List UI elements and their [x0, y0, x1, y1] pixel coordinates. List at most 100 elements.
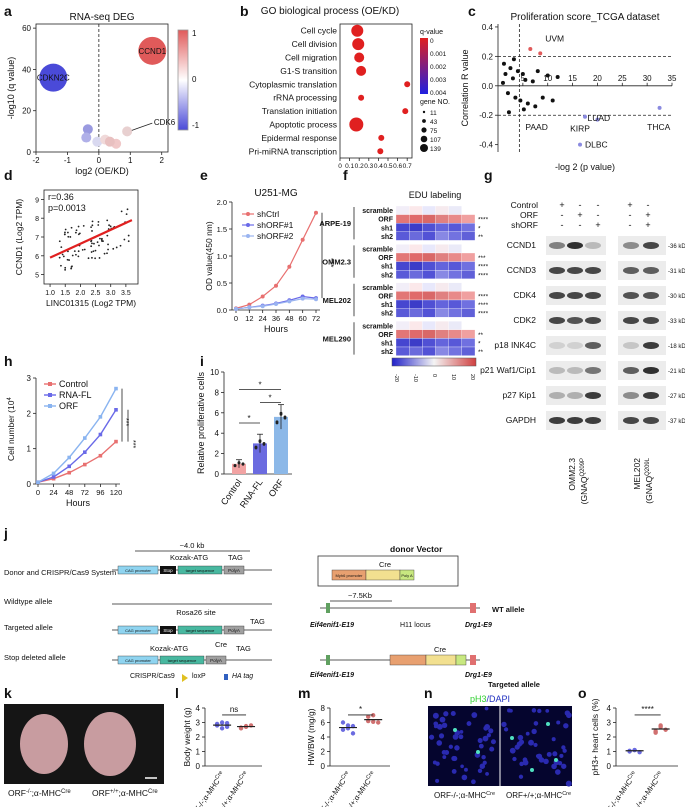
replicate-point — [653, 729, 658, 734]
heatmap-row-label: scramble — [362, 247, 393, 254]
y-tick: 2 — [321, 748, 326, 757]
blot-strip — [618, 336, 666, 355]
target-sequence — [177, 565, 223, 575]
y-tick: 4 — [321, 733, 326, 742]
data-point — [506, 110, 511, 115]
x-tick: 0.3 — [364, 163, 373, 170]
panel-letter-o: o — [578, 685, 587, 701]
data-point — [97, 220, 100, 223]
nucleus — [482, 760, 487, 765]
data-point — [82, 224, 85, 227]
go-term-point — [354, 52, 365, 63]
molecular-weight: -18 kDa — [668, 344, 685, 350]
data-point — [91, 224, 94, 227]
data-point — [518, 98, 523, 103]
heatmap-cell — [448, 282, 462, 292]
go-term-label: Epidermal response — [261, 133, 337, 143]
x-tick: 0 — [234, 314, 238, 323]
data-point — [545, 73, 550, 78]
colorbar-tick: 1 — [192, 29, 197, 38]
genotype-label-2: ORF+/+;α-MHCCre — [92, 788, 158, 798]
blot-band — [643, 342, 659, 349]
kb-label: ~7.5Kb — [348, 591, 372, 600]
y-tick: 6 — [35, 254, 39, 261]
nucleus — [490, 739, 496, 745]
nucleus — [563, 723, 569, 729]
x-tick: 25 — [618, 74, 627, 83]
ph3-positive-cell — [546, 722, 550, 726]
heatmap-cell — [395, 291, 410, 301]
go-term-label: rRNA processing — [273, 93, 337, 103]
y-tick: 4 — [196, 704, 201, 713]
x-tick: 12 — [245, 314, 253, 323]
heart-image-2 — [84, 712, 136, 776]
donor-vector-box — [317, 555, 459, 587]
heatmap-cell — [448, 244, 462, 254]
block-label: Poly A — [401, 573, 413, 578]
blot-band — [567, 342, 583, 349]
mutation-label: (GNAQQ209L — [644, 457, 654, 503]
tag-label: TAG — [236, 644, 251, 653]
row-label: Wildtype allele — [4, 597, 52, 606]
data-point — [122, 126, 133, 137]
nucleus — [551, 737, 556, 742]
heatmap-significance: * — [478, 225, 481, 232]
replicate-point — [371, 719, 376, 724]
y-tick: 1 — [196, 748, 201, 757]
x-tick: -1 — [64, 156, 72, 165]
y-tick: 10 — [210, 368, 219, 377]
q-colorbar — [420, 38, 428, 94]
legend-marker — [246, 234, 250, 238]
replicate-point — [279, 411, 283, 415]
label-CDK6: CDK6 — [154, 118, 176, 127]
heatmap-cell — [448, 321, 462, 330]
heatmap-cell — [461, 270, 476, 279]
nucleus — [518, 739, 525, 745]
data-point — [58, 256, 61, 259]
data-point — [73, 250, 76, 253]
y-tick: 5 — [35, 273, 39, 280]
data-point — [67, 231, 69, 234]
molecular-weight: -30 kDa — [668, 294, 685, 300]
heatmap-cell — [409, 205, 423, 215]
replicate-point — [275, 420, 279, 424]
ph3-positive-cell — [453, 728, 457, 732]
legend-label: Control — [59, 379, 88, 389]
data-point — [90, 251, 93, 253]
heatmap-cell — [422, 291, 436, 301]
blot-band — [549, 417, 565, 424]
heatmap-significance: *** — [478, 255, 486, 262]
nucleus — [489, 746, 495, 752]
x-tick: 24 — [49, 488, 57, 497]
nucleus — [482, 735, 489, 742]
nucleus — [450, 710, 456, 716]
y-tick: 8 — [35, 216, 39, 223]
series-point — [300, 237, 305, 242]
heatmap-group-label: MEL202 — [323, 296, 351, 305]
heatmap-cell — [435, 214, 449, 224]
heatmap-cell — [422, 261, 436, 271]
series-point — [300, 296, 305, 301]
heatmap-cell — [395, 205, 410, 215]
blot-band — [585, 292, 601, 299]
heatmap-significance: **** — [478, 302, 489, 309]
data-point — [77, 255, 80, 258]
condition-sign: - — [561, 220, 564, 230]
size-legend-value: 75 — [430, 128, 438, 135]
series-point — [234, 306, 238, 311]
heatmap-cell — [422, 231, 436, 241]
panel-a-title: RNA-seq DEG — [69, 12, 134, 23]
nucleus — [464, 767, 468, 772]
significance: * — [258, 380, 261, 389]
blot-band — [567, 417, 583, 424]
heatmap-cell — [409, 214, 423, 224]
go-term-point — [402, 108, 409, 115]
nucleus — [554, 769, 561, 775]
heatmap-row-label: sh1 — [381, 264, 393, 271]
nucleus — [451, 769, 457, 774]
condition-label: Control — [511, 200, 539, 210]
significance: ns — [230, 705, 238, 714]
go-term-label: Translation initiation — [262, 106, 338, 116]
size-legend-dot — [421, 127, 427, 133]
cag-promoter — [117, 655, 159, 665]
